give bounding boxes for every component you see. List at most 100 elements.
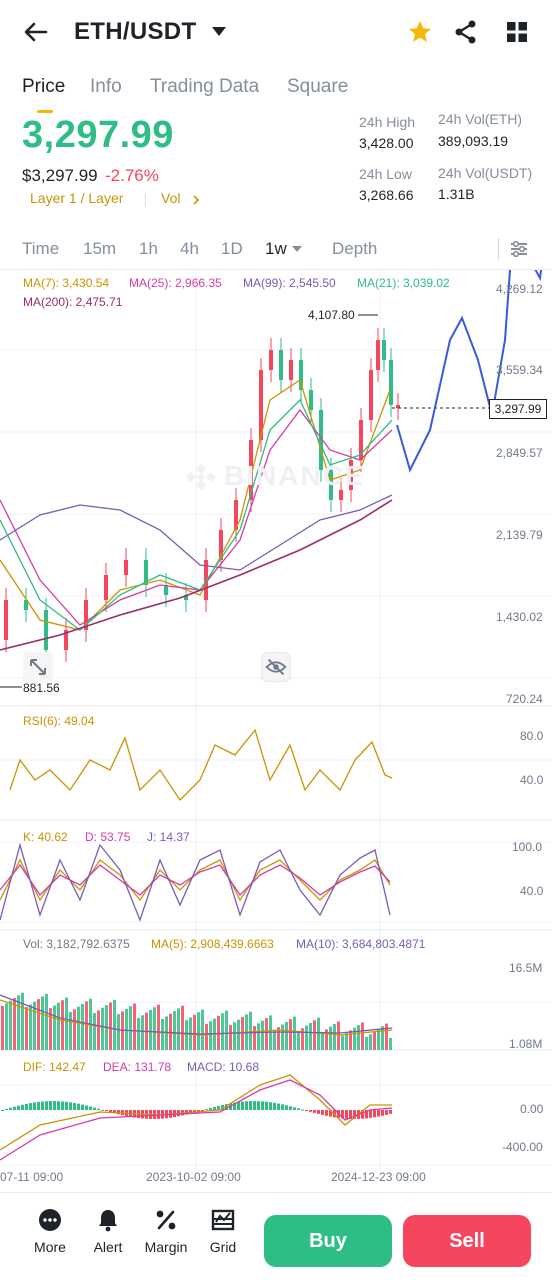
- volume-bar: [321, 1032, 324, 1050]
- macd-histogram-bar: [17, 1105, 20, 1110]
- tf-4h[interactable]: 4h: [180, 239, 199, 258]
- tab-trading-data[interactable]: Trading Data: [150, 76, 260, 97]
- ma7-line: [0, 378, 391, 631]
- nav-margin[interactable]: Margin: [140, 1207, 192, 1255]
- sell-button[interactable]: Sell: [403, 1215, 531, 1267]
- macd-histogram-bar: [89, 1106, 92, 1110]
- macd-histogram-bar: [273, 1102, 276, 1110]
- nav-more[interactable]: More: [24, 1207, 76, 1255]
- volume-bar: [101, 1007, 104, 1050]
- tag-divider: [145, 194, 146, 206]
- percent-icon: [156, 1210, 176, 1230]
- hand-drawn-annotation: [396, 270, 512, 473]
- macd-histogram-bar: [5, 1108, 8, 1110]
- tab-underline: [37, 110, 53, 113]
- star-icon[interactable]: [406, 18, 434, 46]
- ma99-line: [0, 494, 393, 571]
- tf-depth[interactable]: Depth: [332, 239, 378, 258]
- volume-bar: [85, 1001, 88, 1050]
- macd-histogram-bar: [297, 1108, 300, 1110]
- volume-bar: [261, 1020, 264, 1050]
- macd-histogram-bar: [37, 1101, 40, 1110]
- volume-bar: [345, 1033, 348, 1050]
- volume-bar: [209, 1021, 212, 1050]
- macd-histogram-bar: [301, 1109, 304, 1111]
- vol-ma10-line: [0, 994, 393, 1035]
- nav-grid-label: Grid: [209, 1239, 237, 1255]
- tab-info[interactable]: Info: [90, 76, 122, 97]
- tag-layer[interactable]: Layer 1 / Layer: [30, 190, 124, 206]
- tab-square[interactable]: Square: [287, 76, 349, 97]
- kline-canvas[interactable]: [0, 270, 552, 1188]
- share-icon[interactable]: [452, 18, 480, 46]
- legend-ma200: MA(200): 2,475.71: [23, 295, 123, 309]
- price-usd: $3,297.99: [22, 166, 98, 185]
- candle-body: [376, 340, 380, 370]
- caret-down-icon[interactable]: [212, 27, 226, 36]
- tag-vol[interactable]: Vol: [161, 190, 181, 206]
- tf-1h[interactable]: 1h: [139, 239, 158, 258]
- volume-bar: [65, 997, 68, 1050]
- volume-bar: [41, 996, 44, 1050]
- grid-bot-icon: [211, 1209, 235, 1231]
- volume-bar: [81, 1004, 84, 1050]
- volume-bar: [221, 1013, 224, 1050]
- buy-button[interactable]: Buy: [264, 1215, 392, 1267]
- macd-histogram-bar: [321, 1110, 324, 1115]
- candle-body: [339, 490, 343, 500]
- price-axis-label: 1,430.02: [496, 610, 543, 624]
- nav-grid[interactable]: Grid: [197, 1207, 249, 1255]
- tf-caret-icon[interactable]: [292, 246, 302, 252]
- volume-bar: [33, 1001, 36, 1050]
- ma200-line: [0, 499, 393, 651]
- nav-alert[interactable]: Alert: [82, 1207, 134, 1255]
- stat-high: 3,428.00: [359, 135, 414, 151]
- volume-bar: [177, 1008, 180, 1050]
- stat-low-label: 24h Low: [359, 166, 412, 182]
- rsi-axis-label: 40.0: [520, 773, 544, 787]
- indicator-settings-icon[interactable]: [508, 238, 530, 260]
- macd-histogram-bar: [221, 1104, 224, 1110]
- price-change: -2.76%: [105, 166, 159, 185]
- tab-price[interactable]: Price: [22, 76, 66, 97]
- tf-1d[interactable]: 1D: [221, 239, 243, 258]
- pair-title[interactable]: ETH/USDT: [74, 18, 197, 45]
- rsi-axis-label: 80.0: [520, 729, 544, 743]
- expand-icon[interactable]: [23, 652, 53, 682]
- vol-axis-label: 16.5M: [509, 961, 543, 975]
- grid-icon[interactable]: [503, 18, 531, 46]
- kline-chart[interactable]: [0, 270, 552, 1188]
- volume-bar: [93, 1013, 96, 1050]
- volume-bar: [133, 1003, 136, 1050]
- legend-ma99: MA(99): 2,545.50: [243, 276, 336, 290]
- chevron-right-icon[interactable]: [191, 194, 201, 206]
- back-arrow-icon[interactable]: [22, 18, 50, 46]
- tf-time[interactable]: Time: [22, 239, 60, 258]
- macd-histogram-bar: [381, 1110, 384, 1116]
- legend-ma21: MA(21): 3,039.02: [357, 276, 450, 290]
- volume-bar: [129, 1006, 132, 1050]
- volume-bar: [69, 1011, 72, 1050]
- candle-body: [259, 370, 263, 440]
- volume-bar: [385, 1023, 388, 1050]
- macd-histogram-bar: [369, 1110, 372, 1118]
- macd-histogram-bar: [213, 1106, 216, 1110]
- macd-histogram-bar: [241, 1101, 244, 1110]
- tf-15m[interactable]: 15m: [83, 239, 117, 258]
- macd-axis-label: 0.00: [520, 1102, 544, 1116]
- volume-bar: [193, 1014, 196, 1050]
- macd-histogram-bar: [201, 1110, 204, 1111]
- macd-histogram-bar: [49, 1101, 52, 1110]
- macd-histogram-bar: [353, 1110, 356, 1119]
- candle-body: [359, 420, 363, 460]
- hide-indicators-icon[interactable]: [261, 652, 291, 682]
- tf-1w[interactable]: 1w: [265, 239, 287, 258]
- volume-bar: [293, 1016, 296, 1050]
- macd-histogram-bar: [109, 1110, 112, 1113]
- volume-bar: [353, 1027, 356, 1050]
- volume-bar: [201, 1009, 204, 1050]
- volume-bar: [9, 1000, 12, 1050]
- volume-bar: [169, 1013, 172, 1050]
- macd-histogram-bar: [101, 1109, 104, 1111]
- macd-histogram-bar: [193, 1110, 196, 1113]
